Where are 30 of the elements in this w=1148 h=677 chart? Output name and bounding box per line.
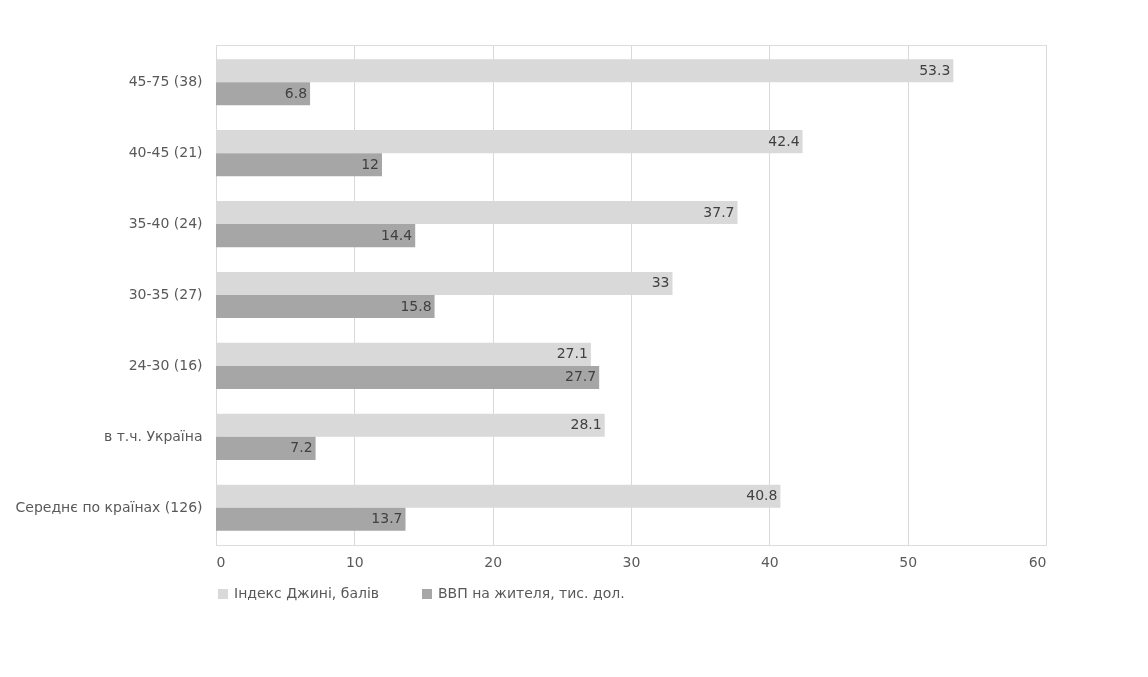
legend-label: ВВП на жителя, тис. дол. bbox=[438, 585, 625, 601]
x-tick-label: 50 bbox=[899, 553, 918, 570]
x-tick-label: 0 bbox=[216, 553, 226, 570]
data-label: 33 bbox=[651, 274, 670, 291]
x-tick-label: 40 bbox=[760, 553, 779, 570]
data-label: 14.4 bbox=[381, 226, 413, 243]
x-tick-label: 30 bbox=[622, 553, 641, 570]
x-tick-label: 20 bbox=[484, 553, 503, 570]
data-label: 53.3 bbox=[919, 61, 951, 78]
data-label: 27.7 bbox=[565, 368, 597, 385]
data-label: 42.4 bbox=[768, 132, 800, 149]
data-label: 13.7 bbox=[371, 510, 403, 527]
y-tick-label: 24-30 (16) bbox=[128, 356, 203, 373]
data-label: 15.8 bbox=[400, 297, 432, 314]
y-tick-label: 40-45 (21) bbox=[128, 144, 203, 161]
y-tick-label: 45-75 (38) bbox=[128, 73, 203, 90]
y-tick-label: Середнє по країнах (126) bbox=[15, 498, 203, 515]
x-tick-label: 60 bbox=[1028, 553, 1047, 570]
data-label: 6.8 bbox=[284, 84, 308, 101]
data-label: 7.2 bbox=[290, 439, 313, 456]
y-tick-label: в т.ч. Україна bbox=[103, 427, 203, 444]
data-label: 40.8 bbox=[746, 487, 778, 504]
legend-label: Індекс Джині, балів bbox=[234, 585, 380, 601]
data-label: 12 bbox=[361, 155, 379, 172]
y-tick-label: 30-35 (27) bbox=[128, 286, 203, 302]
y-tick-label: 35-40 (24) bbox=[128, 215, 203, 232]
data-label: 28.1 bbox=[570, 416, 602, 433]
data-label: 27.1 bbox=[556, 345, 588, 362]
data-label: 37.7 bbox=[703, 203, 735, 220]
x-tick-label: 10 bbox=[345, 553, 364, 570]
